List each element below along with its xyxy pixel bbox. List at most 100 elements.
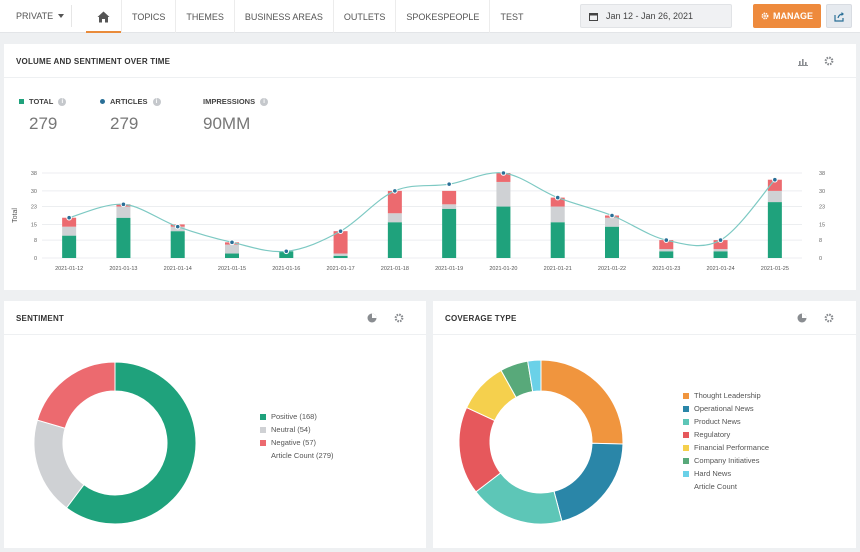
y2-tick-label: 8	[819, 238, 822, 244]
legend-item[interactable]: Company Initiatives	[683, 454, 769, 467]
date-range-picker[interactable]: Jan 12 - Jan 26, 2021	[580, 4, 732, 28]
legend-swatch	[683, 457, 689, 464]
pie-chart-icon	[797, 313, 807, 323]
articles-point	[663, 237, 670, 243]
legend-swatch	[683, 392, 689, 399]
private-dropdown[interactable]: PRIVATE	[6, 5, 72, 27]
articles-point	[717, 237, 724, 243]
nav-test[interactable]: TEST	[500, 11, 524, 22]
info-icon[interactable]: i	[152, 97, 161, 106]
bar-neutral	[605, 217, 619, 227]
private-label: PRIVATE	[16, 11, 54, 21]
bar-positive	[116, 217, 131, 258]
bar-positive	[659, 251, 674, 258]
legend-label: Thought Leadership	[694, 391, 761, 400]
legend-swatch	[683, 405, 689, 412]
bar-positive	[550, 222, 565, 258]
y-tick-label: 8	[34, 238, 37, 244]
articles-point	[337, 228, 344, 234]
legend-label: Positive (168)	[271, 412, 317, 421]
bar-negative	[442, 190, 457, 205]
bar-neutral	[713, 249, 728, 252]
nav-spokespeople[interactable]: SPOKESPEOPLE	[396, 0, 491, 33]
y2-tick-label: 30	[819, 189, 825, 195]
legend-item[interactable]: Negative (57)	[260, 436, 334, 449]
legend-item[interactable]: Hard News	[683, 467, 769, 480]
legend-item[interactable]: Neutral (54)	[260, 423, 334, 436]
articles-point	[554, 194, 561, 201]
legend-item[interactable]: Thought Leadership	[683, 389, 769, 402]
volume-sentiment-panel: VOLUME AND SENTIMENT OVER TIME TOTAL i 2…	[4, 44, 856, 290]
info-icon[interactable]: i	[260, 97, 269, 106]
settings-button[interactable]	[822, 311, 836, 325]
bar-negative	[767, 179, 782, 191]
nav-outlets[interactable]: OUTLETS	[334, 0, 397, 33]
articles-legend-icon	[100, 99, 105, 104]
impressions-label: IMPRESSIONS	[203, 97, 256, 106]
calendar-icon	[589, 12, 598, 21]
gear-icon	[761, 12, 769, 20]
bar-positive	[279, 251, 294, 258]
caret-down-icon	[58, 14, 65, 18]
nav-topics[interactable]: TOPICS	[122, 0, 177, 33]
bar-neutral	[333, 253, 348, 256]
legend-item[interactable]: Positive (168)	[260, 410, 334, 423]
nav-themes[interactable]: THEMES	[176, 0, 235, 33]
donut-slice	[36, 361, 116, 429]
total-metric-label: TOTAL i	[19, 97, 67, 106]
x-tick-label: 2021-01-25	[761, 266, 789, 272]
panel-title: VOLUME AND SENTIMENT OVER TIME	[16, 57, 171, 66]
chart-type-button[interactable]	[365, 311, 379, 325]
x-tick-label: 2021-01-12	[55, 266, 83, 272]
panel-header: SENTIMENT	[4, 301, 426, 335]
volume-chart: 0 0 8 8 15 15 23 23 30 30 38 38 Total 2021-01-12 2021-…	[12, 170, 825, 272]
donut-slice	[540, 359, 624, 445]
legend-label: Negative (57)	[271, 438, 317, 447]
sentiment-panel: SENTIMENT Positive (168) Neutral (54) Nega…	[4, 301, 426, 548]
legend-swatch	[683, 470, 689, 477]
bar-negative	[387, 190, 402, 214]
bar-negative	[550, 197, 565, 207]
bar-positive	[225, 253, 239, 258]
total-value: 279	[29, 114, 58, 133]
settings-button[interactable]	[392, 311, 406, 325]
manage-button[interactable]: MANAGE	[753, 4, 821, 28]
y2-tick-label: 23	[819, 205, 825, 211]
articles-point	[283, 248, 290, 255]
y-tick-label: 15	[31, 222, 37, 228]
legend-item[interactable]: Regulatory	[683, 428, 769, 441]
articles-point	[772, 176, 778, 183]
bar-neutral	[387, 213, 402, 223]
x-tick-label: 2021-01-17	[327, 266, 355, 272]
sentiment-donut-chart	[33, 361, 197, 525]
legend-item[interactable]: Operational News	[683, 402, 769, 415]
chart-type-button[interactable]	[796, 54, 810, 68]
y2-tick-label: 38	[819, 171, 825, 177]
legend-swatch	[683, 444, 689, 451]
x-tick-label: 2021-01-22	[598, 266, 626, 272]
legend-label: Hard News	[694, 469, 732, 478]
y-tick-label: 23	[31, 205, 37, 211]
info-icon[interactable]: i	[58, 97, 67, 106]
share-button[interactable]	[826, 4, 852, 28]
donut-slice	[65, 361, 197, 525]
chart-type-button[interactable]	[795, 311, 809, 325]
legend-swatch	[260, 413, 266, 420]
bar-positive	[713, 251, 728, 258]
x-tick-label: 2021-01-16	[272, 266, 300, 272]
nav-home[interactable]	[86, 0, 122, 33]
x-tick-label: 2021-01-15	[218, 266, 246, 272]
bar-neutral	[767, 190, 782, 203]
settings-button[interactable]	[822, 54, 836, 68]
articles-point	[500, 170, 507, 176]
coverage-legend: Thought Leadership Operational News Produc…	[683, 389, 769, 493]
bar-neutral	[442, 204, 457, 209]
legend-item[interactable]: Product News	[683, 415, 769, 428]
bar-positive	[62, 235, 77, 258]
total-label: TOTAL	[29, 97, 54, 106]
legend-item[interactable]: Financial Performance	[683, 441, 769, 454]
legend-swatch	[683, 431, 689, 438]
nav-business-areas[interactable]: BUSINESS AREAS	[235, 0, 334, 33]
pie-chart-icon	[367, 313, 377, 323]
manage-label: MANAGE	[773, 11, 813, 21]
